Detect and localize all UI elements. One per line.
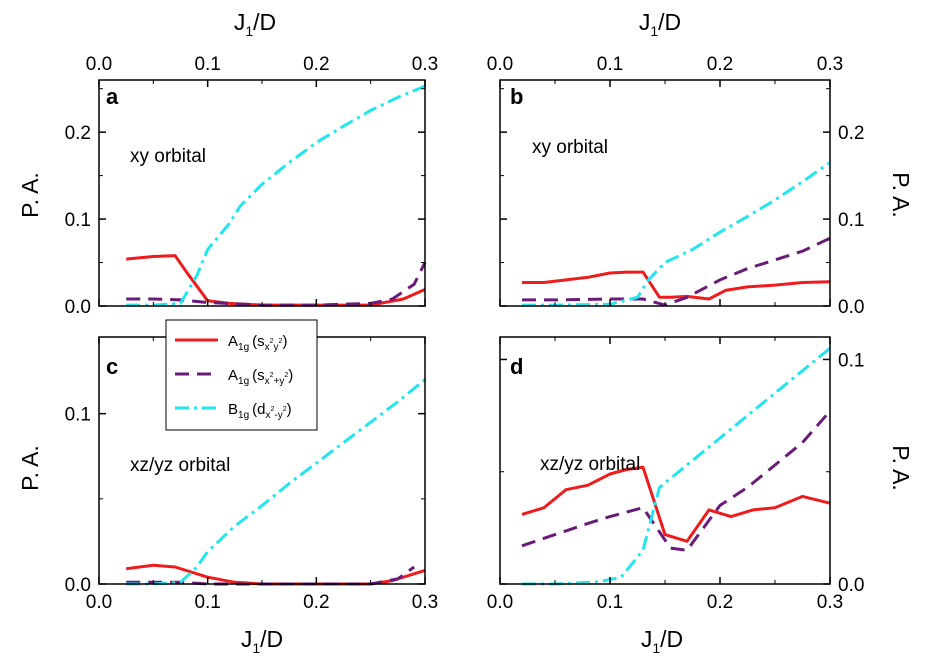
series-line-c-b1g_dx2y2	[126, 378, 426, 586]
y-tick-label-b: 0.2	[838, 123, 864, 144]
series-line-b-a1g_sxy	[522, 270, 831, 301]
x-tick-label-c: 0.1	[194, 592, 220, 613]
y-tick-label-c: 0.0	[65, 575, 91, 596]
x-tick-label-c: 0.0	[86, 592, 112, 613]
orbital-annotation-b: xy orbital	[532, 137, 608, 158]
y-tick-label-d: 0.0	[838, 575, 864, 596]
x-tick-label-c: 0.3	[412, 592, 438, 613]
y-axis-title-a: P. A.	[17, 172, 43, 218]
y-tick-label-d: 0.1	[838, 350, 864, 371]
series-line-d-b1g_dx2y2	[522, 347, 831, 586]
panel-letter-c: c	[106, 354, 118, 379]
y-tick-label-a: 0.0	[65, 297, 91, 318]
series-line-a-a1g_sx2y2	[126, 261, 427, 307]
series-line-a-a1g_sxy	[126, 254, 426, 307]
series-line-d-a1g_sxy	[521, 465, 831, 543]
legend-label-b1g-dx2y2: B1g (dx2-y2)	[228, 401, 292, 421]
legend-label-a1g-sx2y2: A1g (sx2+y2)	[228, 367, 293, 387]
x-tick-label-a: 0.1	[194, 54, 220, 75]
panel-letter-a: a	[106, 84, 119, 109]
x-tick-label-a: 0.0	[86, 54, 112, 75]
x-tick-label-d: 0.2	[707, 592, 733, 613]
x-tick-label-d: 0.1	[597, 592, 623, 613]
x-tick-label-a: 0.3	[412, 54, 438, 75]
legend-box	[165, 319, 318, 431]
x-tick-label-b: 0.3	[817, 54, 843, 75]
legend: A1g (sx2y2) A1g (sx2+y2) B1g (dx2-y2)	[165, 319, 318, 431]
panel-c: 0.0 0.1 0.2 0.3 0.0 0.1 c xz/yz orbital	[65, 336, 438, 613]
bottom-x-axis-title-left: J1/D	[241, 626, 283, 656]
series-line-d-a1g_sx2y2	[521, 410, 832, 552]
y-tick-label-c: 0.1	[65, 405, 91, 426]
x-tick-label-a: 0.2	[303, 54, 329, 75]
panel-a: 0.0 0.1 0.2 0.3 0.0 0.1 0.2 a xy orbital	[65, 54, 439, 318]
y-axis-title-b: P. A.	[888, 172, 914, 218]
panel-letter-b: b	[510, 84, 523, 109]
panel-b: 0.0 0.1 0.2 0.3 0.0 0.1 0.2 b xy orbital	[487, 54, 865, 318]
y-axis-title-c: P. A.	[17, 445, 43, 491]
plot-frame-b	[499, 79, 831, 307]
x-tick-label-d: 0.0	[487, 592, 513, 613]
x-tick-label-b: 0.2	[707, 54, 733, 75]
x-tick-label-b: 0.1	[597, 54, 623, 75]
y-tick-label-a: 0.2	[65, 123, 91, 144]
bottom-x-axis-title-right: J1/D	[641, 626, 683, 656]
legend-label-a1g-sxy: A1g (sx2y2)	[228, 333, 287, 353]
orbital-annotation-d: xz/yz orbital	[540, 454, 640, 475]
y-axis-title-d: P. A.	[888, 445, 914, 491]
y-tick-label-b: 0.1	[838, 210, 864, 231]
y-tick-label-b: 0.0	[838, 297, 864, 318]
y-tick-label-a: 0.1	[65, 210, 91, 231]
x-tick-label-c: 0.2	[303, 592, 329, 613]
top-x-axis-title-left: J1/D	[234, 9, 276, 39]
orbital-annotation-a: xy orbital	[130, 146, 206, 167]
series-line-a-b1g_dx2y2	[126, 84, 426, 307]
x-tick-label-d: 0.3	[817, 592, 843, 613]
plot-frame-a	[98, 79, 426, 307]
x-tick-label-b: 0.0	[487, 54, 513, 75]
panel-letter-d: d	[510, 354, 523, 379]
top-x-axis-title-right: J1/D	[639, 9, 681, 39]
orbital-annotation-c: xz/yz orbital	[130, 455, 230, 476]
series-line-b-a1g_sx2y2	[522, 236, 831, 307]
